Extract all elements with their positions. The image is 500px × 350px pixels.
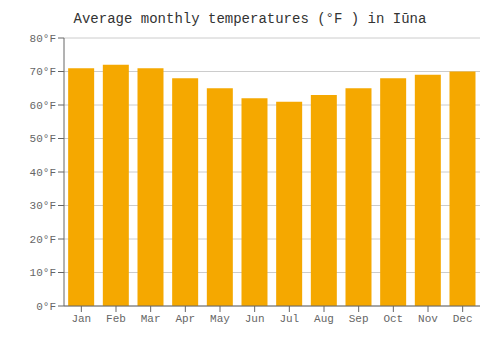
svg-text:Apr: Apr [175,313,195,325]
svg-text:Nov: Nov [418,313,438,325]
html-text:Average monthly temperatures (: Average monthly temperatures (°F ) in Iū… [73,11,427,27]
svg-text:Mar: Mar [141,313,161,325]
svg-text:Jun: Jun [245,313,265,325]
svg-text:Dec: Dec [453,313,473,325]
svg-text:May: May [210,313,230,325]
svg-text:50°F: 50°F [30,133,56,145]
svg-text:20°F: 20°F [30,234,56,246]
svg-text:10°F: 10°F [30,267,56,279]
svg-text:60°F: 60°F [30,100,56,112]
svg-text:Jul: Jul [279,313,299,325]
svg-text:Aug: Aug [314,313,334,325]
svg-text:40°F: 40°F [30,167,56,179]
svg-text:0°F: 0°F [36,301,56,313]
svg-text:Jan: Jan [71,313,91,325]
svg-text:80°F: 80°F [30,33,56,45]
svg-text:30°F: 30°F [30,200,56,212]
svg-text:Oct: Oct [383,313,403,325]
svg-text:70°F: 70°F [30,66,56,78]
svg-text:Sep: Sep [349,313,369,325]
svg-text:Feb: Feb [106,313,126,325]
